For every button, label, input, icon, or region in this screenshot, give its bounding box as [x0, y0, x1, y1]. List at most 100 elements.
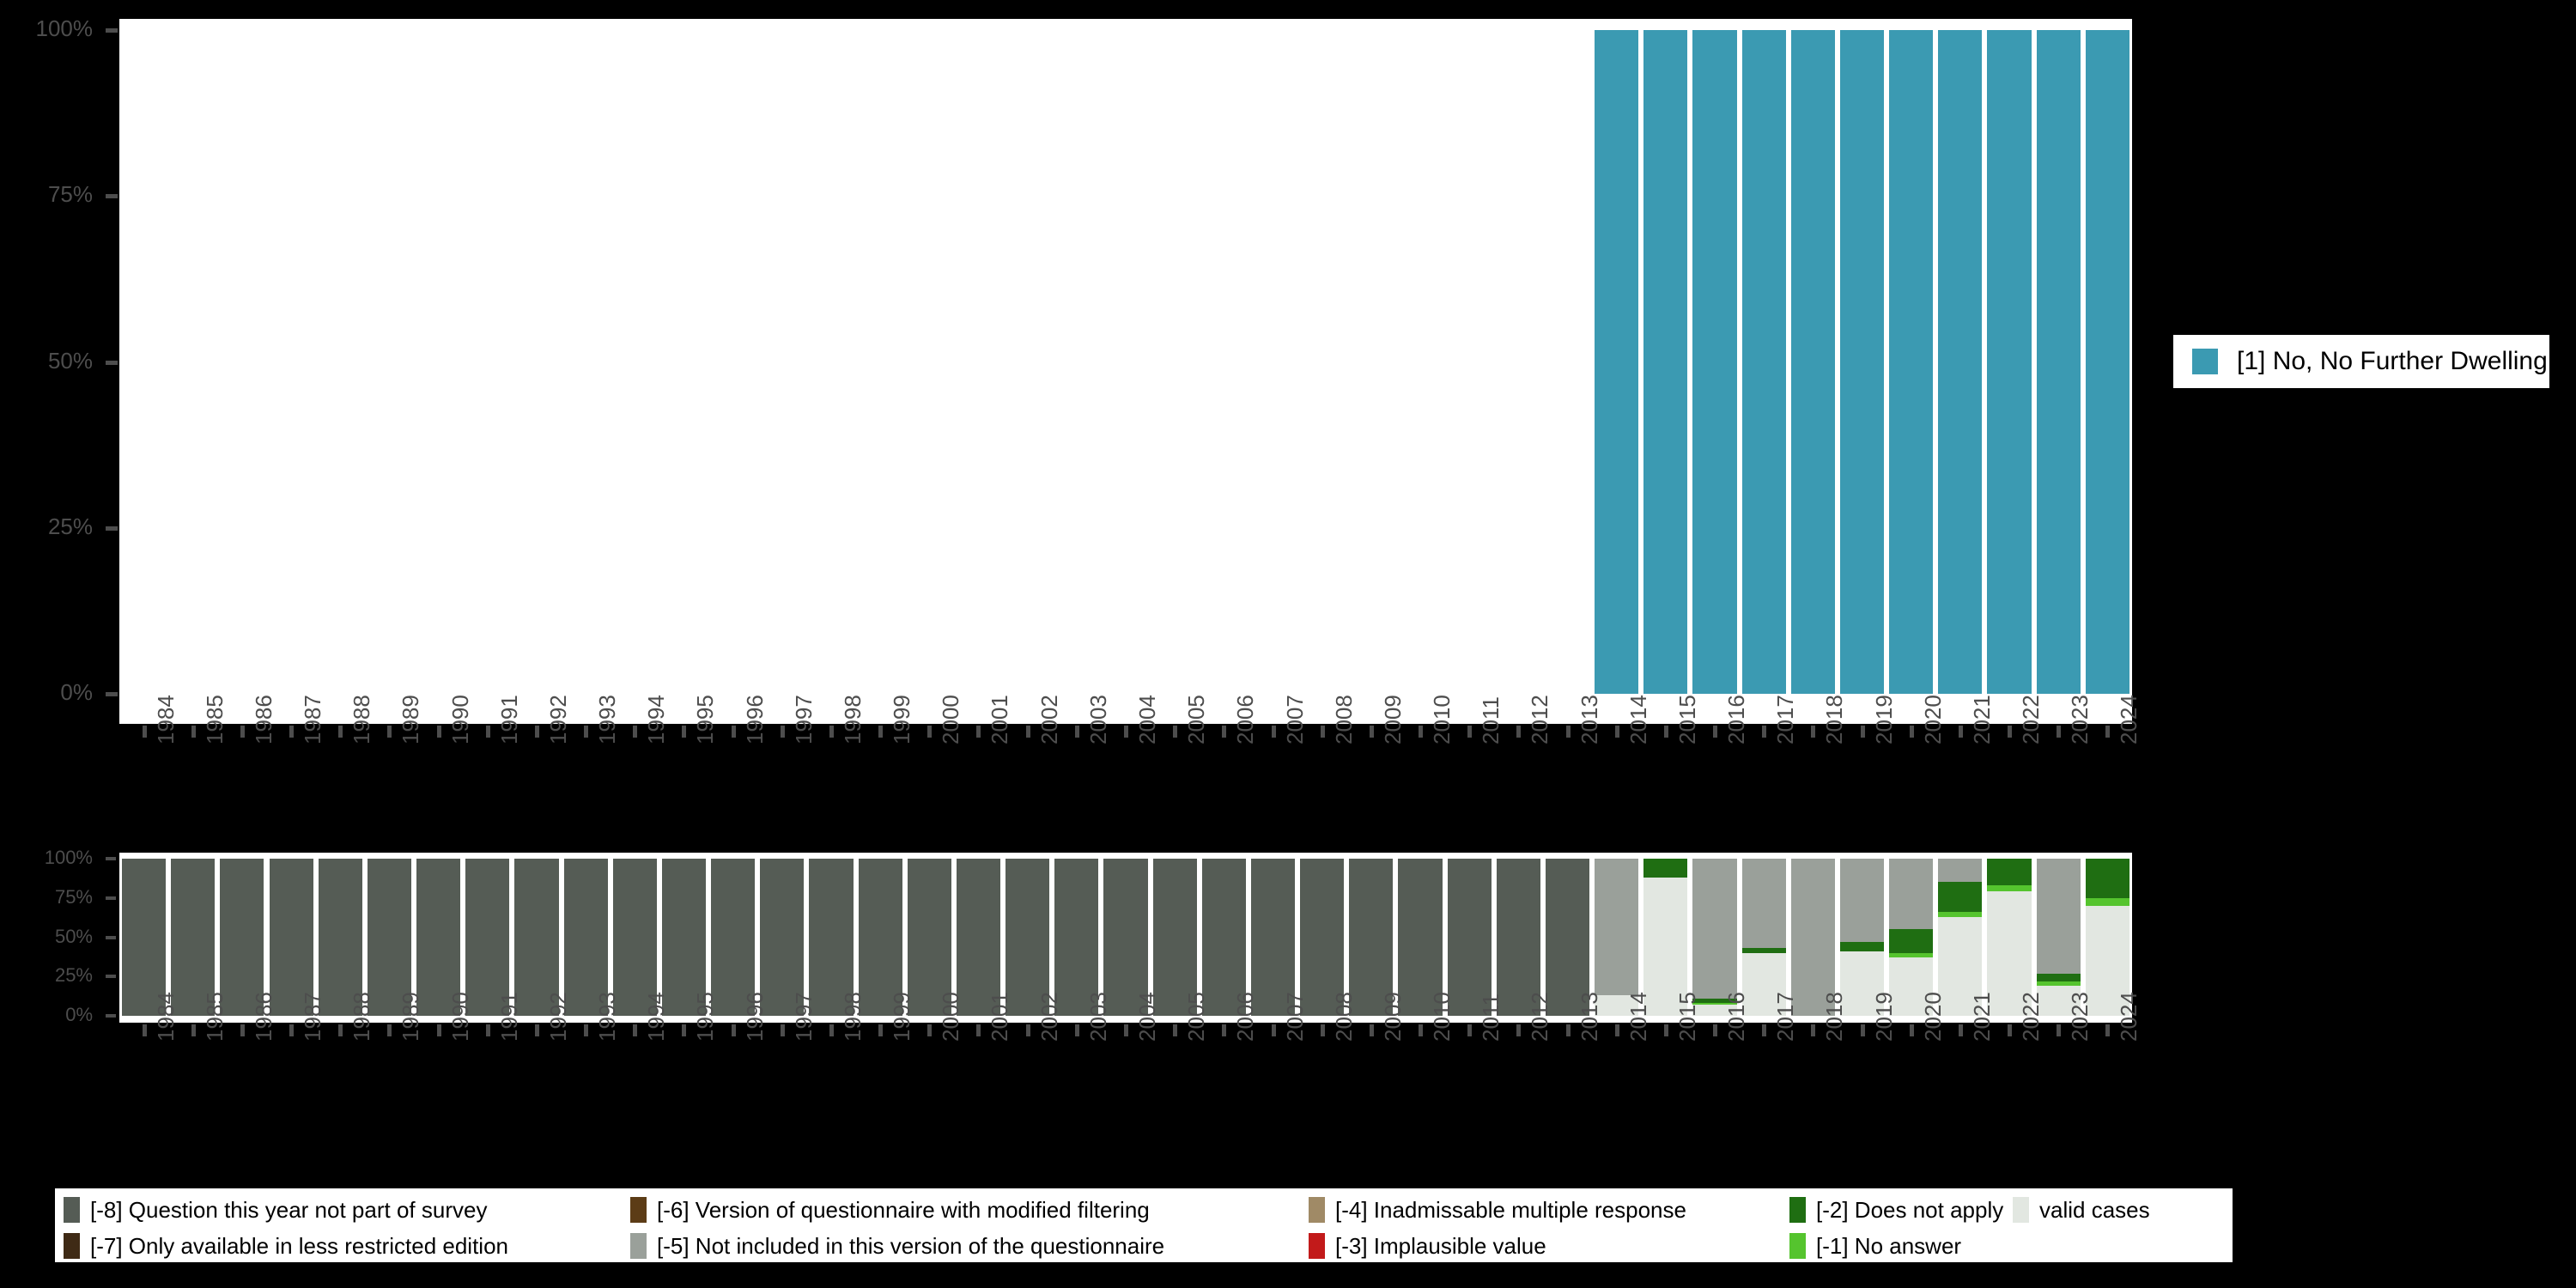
availability-bar-2018[interactable] — [1789, 859, 1838, 1016]
availability-bar-1997[interactable] — [757, 859, 806, 1016]
main-bar-2018[interactable] — [1789, 19, 1838, 694]
availability-bar-2005[interactable] — [1151, 859, 1200, 1016]
availability-segment--2 — [1938, 882, 1983, 913]
availability-bar-2019[interactable] — [1838, 859, 1886, 1016]
main-bar-2019[interactable] — [1838, 19, 1886, 694]
availability-xtick-label-2004: 2004 — [1134, 992, 1160, 1042]
availability-bar-1993[interactable] — [562, 859, 611, 1016]
main-bar-2020[interactable] — [1886, 19, 1935, 694]
main-xtick-mark-2022 — [2008, 726, 2013, 738]
legend-item[interactable]: valid cases — [2013, 1197, 2227, 1223]
availability-ytick-mark — [106, 1014, 116, 1018]
availability-bar-1998[interactable] — [806, 859, 855, 1016]
availability-segment--8 — [122, 859, 167, 1016]
availability-bar-1991[interactable] — [463, 859, 512, 1016]
legend-item[interactable]: [-8] Question this year not part of surv… — [64, 1197, 630, 1223]
availability-bar-2021[interactable] — [1935, 859, 1984, 1016]
legend-item[interactable]: [-4] Inadmissable multiple response — [1309, 1197, 1789, 1223]
availability-bar-1990[interactable] — [414, 859, 463, 1016]
availability-bar-2002[interactable] — [1003, 859, 1052, 1016]
availability-bar-2008[interactable] — [1297, 859, 1346, 1016]
availability-xtick-label-2018: 2018 — [1821, 992, 1848, 1042]
availability-bar-2003[interactable] — [1052, 859, 1101, 1016]
legend-item[interactable]: [-5] Not included in this version of the… — [630, 1233, 1309, 1259]
availability-bar-2000[interactable] — [905, 859, 954, 1016]
availability-bar-stack — [1250, 859, 1296, 1016]
legend-item-label: [-4] Inadmissable multiple response — [1335, 1197, 1686, 1223]
main-bar-2014[interactable] — [1592, 19, 1641, 694]
availability-bar-1995[interactable] — [659, 859, 708, 1016]
availability-bar-1992[interactable] — [512, 859, 561, 1016]
availability-bar-2024[interactable] — [2083, 859, 2132, 1016]
main-xtick-mark-2013 — [1565, 726, 1571, 738]
availability-bar-1985[interactable] — [168, 859, 217, 1016]
main-xtick-mark-1999 — [878, 726, 884, 738]
availability-bar-1986[interactable] — [217, 859, 266, 1016]
availability-bar-stack — [1545, 859, 1590, 1016]
main-xtick-label-2000: 2000 — [938, 695, 964, 744]
legend-item[interactable]: [-6] Version of questionnaire with modif… — [630, 1197, 1309, 1223]
availability-bar-1994[interactable] — [611, 859, 659, 1016]
legend-item[interactable]: [-7] Only available in less restricted e… — [64, 1233, 630, 1259]
legend-swatch-icon — [1789, 1197, 1806, 1223]
availability-bar-2012[interactable] — [1494, 859, 1543, 1016]
main-bar-2017[interactable] — [1740, 19, 1789, 694]
main-bar-2023[interactable] — [2034, 19, 2083, 694]
availability-bar-2017[interactable] — [1740, 859, 1789, 1016]
availability-bar-2014[interactable] — [1592, 859, 1641, 1016]
main-xtick-mark-1984 — [142, 726, 147, 738]
availability-bar-2020[interactable] — [1886, 859, 1935, 1016]
availability-xtick-label-1993: 1993 — [594, 992, 621, 1042]
availability-bar-1987[interactable] — [267, 859, 316, 1016]
availability-xtick-mark-2001 — [976, 1024, 981, 1036]
availability-segment--8 — [563, 859, 608, 1016]
legend-item[interactable]: [-1] No answer — [1789, 1233, 2013, 1259]
availability-bar-2015[interactable] — [1641, 859, 1690, 1016]
availability-bar-2011[interactable] — [1445, 859, 1494, 1016]
availability-bar-1988[interactable] — [316, 859, 365, 1016]
main-bar-2016[interactable] — [1690, 19, 1739, 694]
main-bar-2022[interactable] — [1984, 19, 2033, 694]
availability-segment-valid — [1839, 951, 1885, 1016]
main-xtick-mark-1993 — [584, 726, 589, 738]
availability-bar-2007[interactable] — [1249, 859, 1297, 1016]
availability-bar-stack — [465, 859, 510, 1016]
availability-bar-2022[interactable] — [1984, 859, 2033, 1016]
availability-bar-2004[interactable] — [1101, 859, 1150, 1016]
availability-segment--1 — [2036, 981, 2081, 987]
availability-bar-2006[interactable] — [1200, 859, 1249, 1016]
availability-xtick-mark-1984 — [142, 1024, 147, 1036]
main-bar-2024[interactable] — [2083, 19, 2132, 694]
availability-xtick-label-2009: 2009 — [1379, 992, 1406, 1042]
main-xtick-label-1996: 1996 — [741, 695, 768, 744]
main-bar-2015[interactable] — [1641, 19, 1690, 694]
availability-xtick-mark-1991 — [485, 1024, 490, 1036]
availability-bar-1999[interactable] — [856, 859, 905, 1016]
availability-bar-1989[interactable] — [365, 859, 414, 1016]
main-xtick-mark-1998 — [829, 726, 834, 738]
main-xtick-label-1989: 1989 — [398, 695, 424, 744]
availability-xtick-label-2006: 2006 — [1232, 992, 1259, 1042]
legend-item-label: [1] No, No Further Dwelling — [2237, 347, 2548, 375]
availability-bar-2023[interactable] — [2034, 859, 2083, 1016]
main-bar-segment — [1790, 30, 1835, 694]
availability-legend[interactable]: [-8] Question this year not part of surv… — [55, 1188, 2233, 1262]
main-bar-2021[interactable] — [1935, 19, 1984, 694]
availability-bar-1984[interactable] — [119, 859, 168, 1016]
legend-item[interactable]: [-2] Does not apply — [1789, 1197, 2013, 1223]
availability-bar-2009[interactable] — [1346, 859, 1395, 1016]
main-legend[interactable]: [1] No, No Further Dwelling — [2173, 335, 2549, 388]
availability-xtick-mark-1989 — [387, 1024, 392, 1036]
availability-segment--8 — [612, 859, 657, 1016]
availability-bar-2010[interactable] — [1395, 859, 1444, 1016]
legend-swatch-icon — [1309, 1197, 1325, 1223]
availability-bar-2013[interactable] — [1543, 859, 1592, 1016]
main-xtick-label-2011: 2011 — [1478, 696, 1504, 744]
availability-segment-valid — [1692, 1005, 1737, 1016]
legend-item[interactable]: [-3] Implausible value — [1309, 1233, 1789, 1259]
availability-bar-1996[interactable] — [708, 859, 757, 1016]
availability-bar-2001[interactable] — [954, 859, 1003, 1016]
main-xtick-label-2014: 2014 — [1625, 695, 1651, 744]
availability-bar-2016[interactable] — [1690, 859, 1739, 1016]
main-xtick-mark-1990 — [436, 726, 441, 738]
